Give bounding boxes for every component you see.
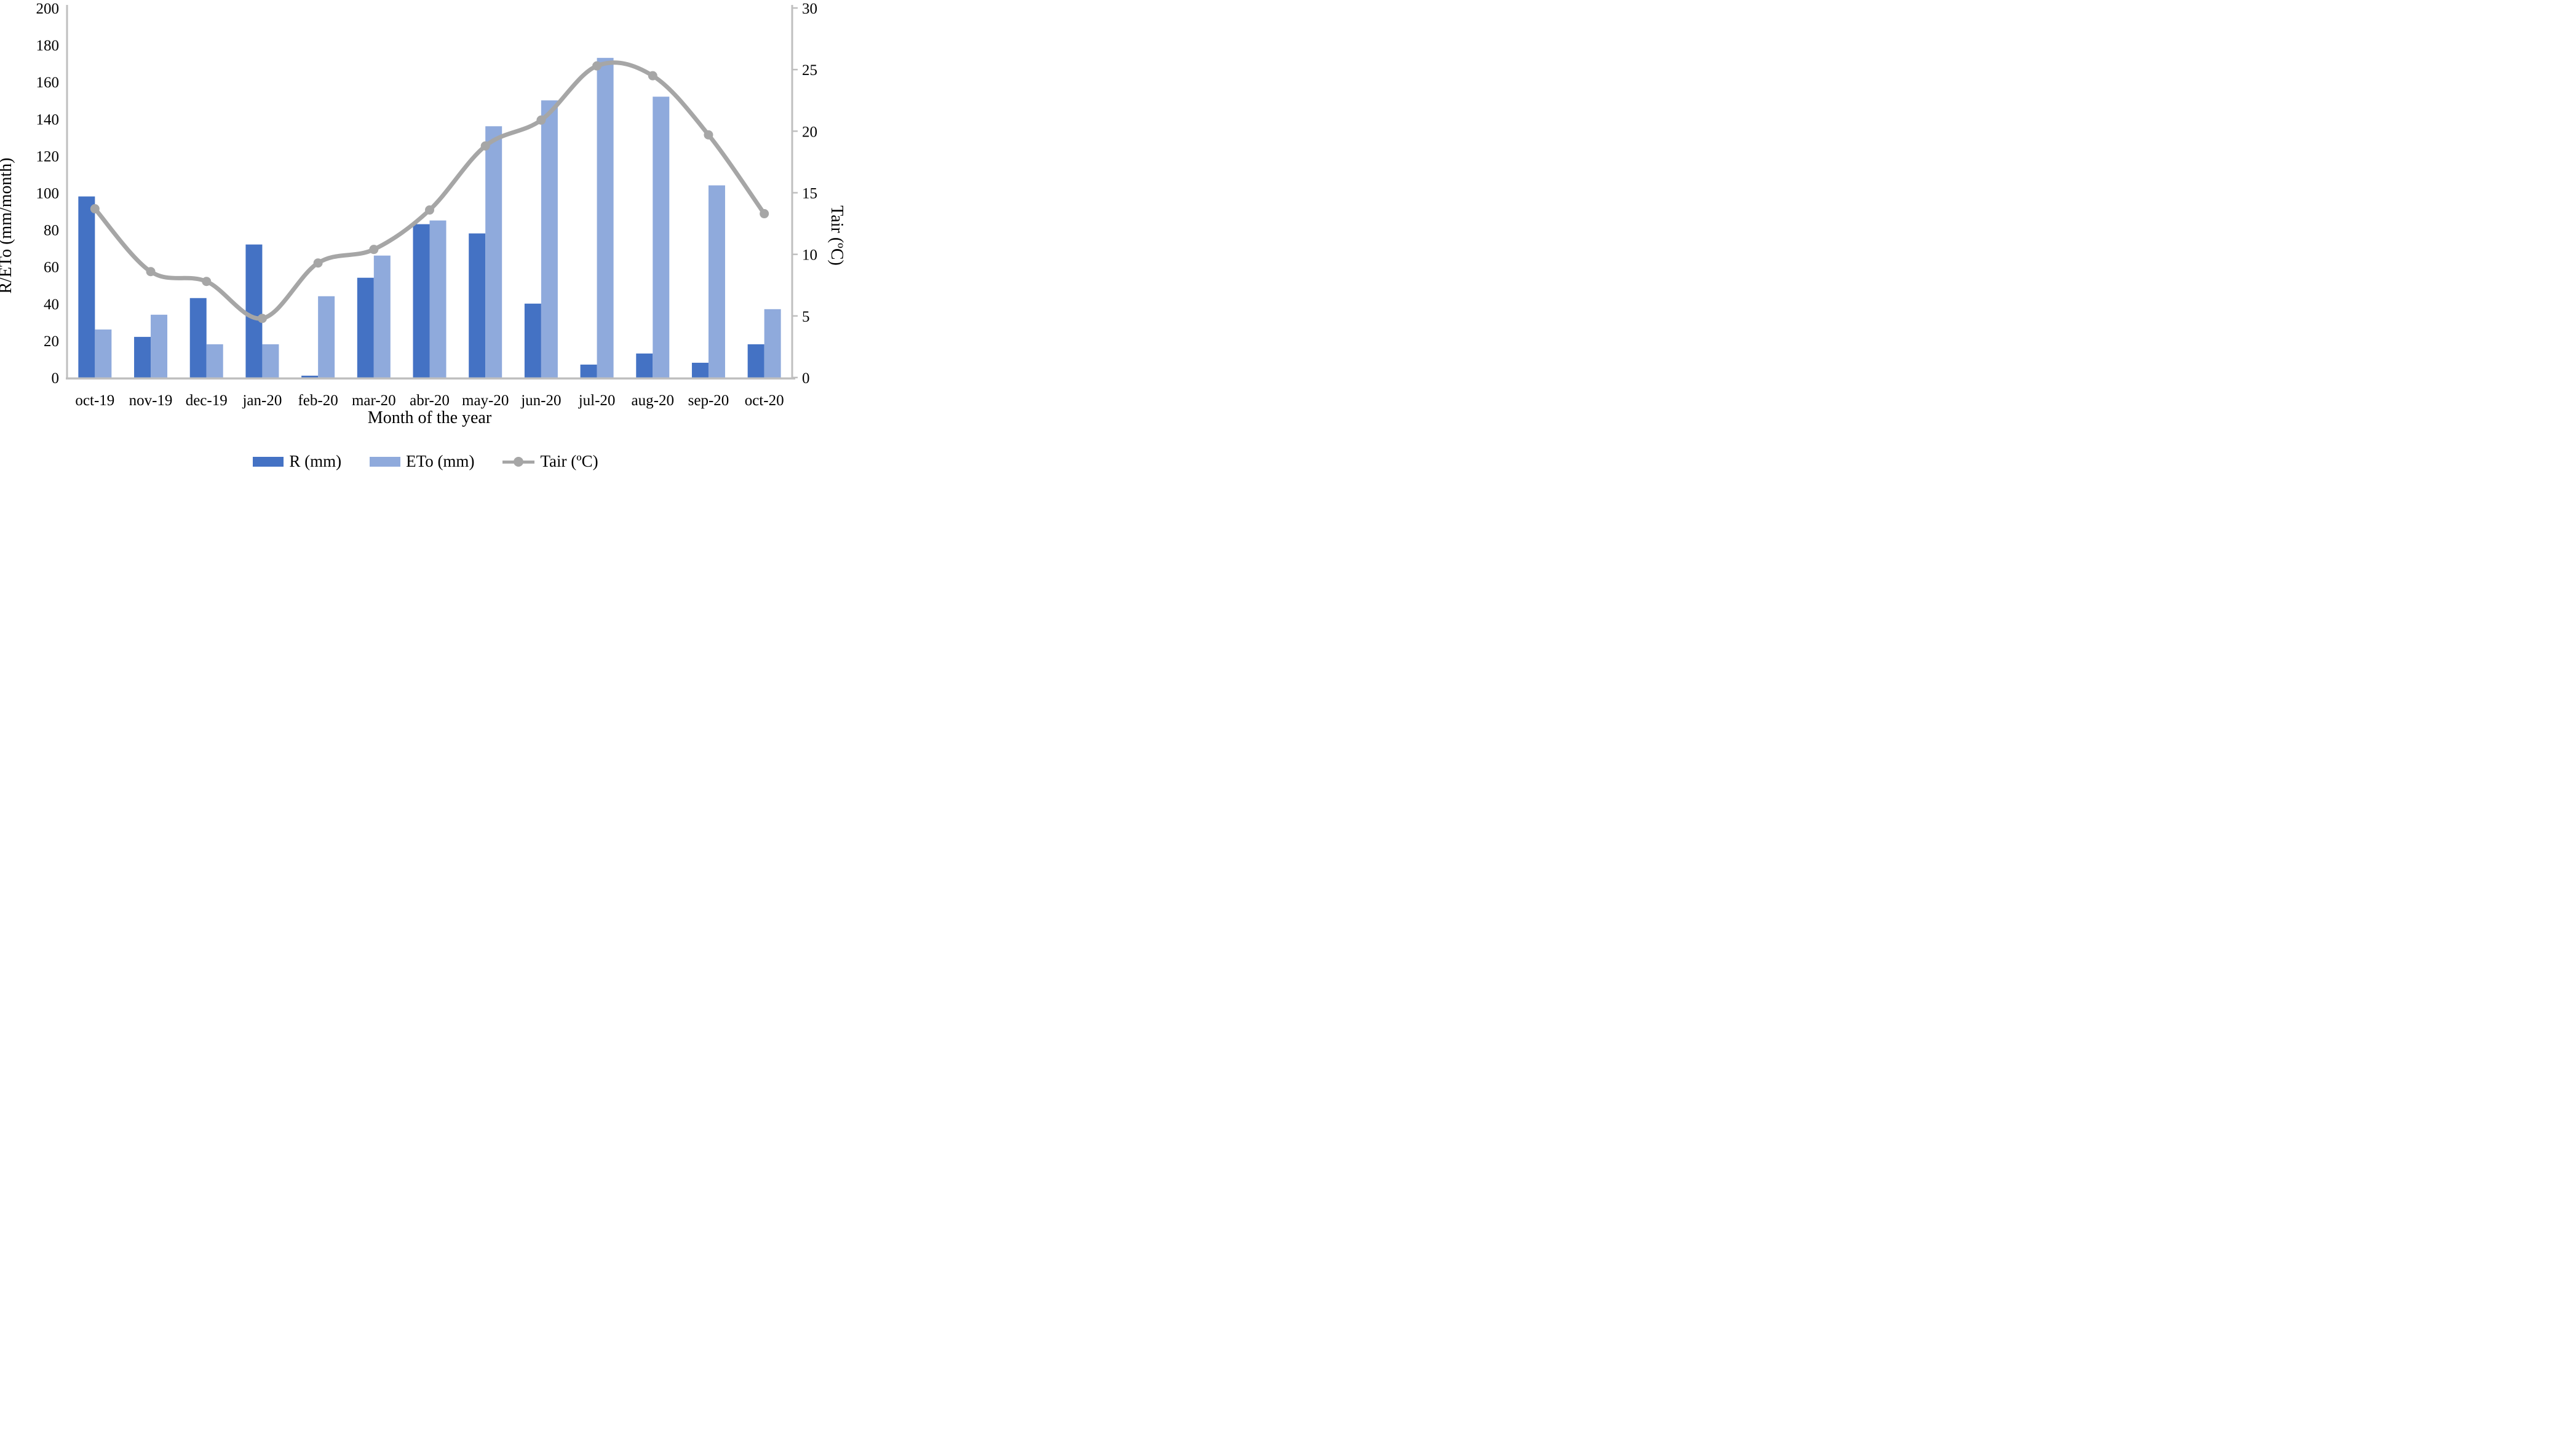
bar-r-oct-20 [747,344,764,378]
left-axis-tick-label-0: 0 [52,370,60,387]
bar-r-mar-20 [357,277,374,378]
legend-label-r: R (mm) [289,452,342,470]
x-axis-label-dec-19: dec-19 [186,392,228,409]
bar-eto-oct-19 [95,329,112,378]
bar-eto-dec-19 [206,344,223,378]
x-axis-title: Month of the year [367,408,492,427]
combo-chart-canvas: 0 20 40 60 80 100 120 140 160 180 200 0 5 10 15 20 25 30 o… [36,1,818,409]
eto-series-swatch [370,456,401,467]
tair-marker-aug-20 [648,71,657,81]
bar-eto-nov-19 [151,314,168,378]
bar-r-feb-20 [301,375,319,378]
right-axis-tick-label-10: 10 [802,247,817,264]
left-axis-tick-label-100: 100 [36,186,60,202]
left-axis-title: R/ETo (mm/month) [0,157,15,294]
x-axis-label-feb-20: feb-20 [298,392,338,409]
x-axis-label-oct-19: oct-19 [75,392,114,409]
bar-eto-oct-20 [764,309,781,378]
left-axis-tick-label-20: 20 [44,333,59,350]
bar-r-oct-19 [78,196,95,378]
left-axis-tick-label-180: 180 [36,38,60,54]
legend-item-r: R (mm) [253,452,341,471]
left-axis-tick-label-80: 80 [44,223,59,239]
bar-eto-aug-20 [653,97,670,378]
x-axis-label-jun-20: jun-20 [520,392,561,409]
left-axis-tick-label-160: 160 [36,74,60,91]
r-series-swatch [253,456,284,467]
bar-r-jan-20 [245,244,263,378]
tair-marker-sep-20 [704,130,713,140]
left-axis-tick-label-60: 60 [44,259,59,276]
x-axis-label-mar-20: mar-20 [352,392,396,409]
bar-r-jul-20 [580,364,597,378]
tair-marker-may-20 [480,141,490,151]
figure: 0 20 40 60 80 100 120 140 160 180 200 0 5 10 15 20 25 30 o… [0,0,851,486]
right-axis-tick-label-15: 15 [802,186,817,202]
bar-eto-may-20 [485,126,502,378]
bar-r-abr-20 [413,224,430,378]
legend-item-tair: Tair (ºC) [502,452,598,471]
right-axis-tick-label-0: 0 [802,370,810,387]
x-axis-label-jul-20: jul-20 [578,392,616,409]
legend-label-tair: Tair (ºC) [540,452,598,470]
left-axis-tick-label-140: 140 [36,111,60,128]
bar-eto-jan-20 [262,344,279,378]
tair-marker-glyph [514,456,524,467]
right-axis-tick-label-5: 5 [802,309,810,325]
x-axis-label-may-20: may-20 [462,392,509,409]
bar-r-jun-20 [524,303,541,378]
bar-r-sep-20 [691,362,709,378]
left-axis-tick-label-40: 40 [44,296,59,313]
bar-r-dec-19 [189,298,207,378]
tair-marker-jun-20 [536,115,546,125]
x-axis-label-nov-19: nov-19 [129,392,173,409]
chart-legend: R (mm) ETo (mm) Tair (ºC) [0,452,851,471]
right-axis-tick-label-25: 25 [802,62,817,79]
bar-eto-sep-20 [708,185,725,378]
bar-r-aug-20 [636,353,653,378]
bar-eto-jul-20 [597,58,614,378]
right-axis-title: Tair (ºC) [827,205,846,266]
tair-marker-nov-19 [146,267,156,277]
left-axis-tick-label-120: 120 [36,148,60,165]
tair-marker-oct-20 [760,209,769,219]
tair-marker-jul-20 [592,61,602,71]
right-axis-tick-label-30: 30 [802,1,817,17]
bar-r-may-20 [469,233,486,378]
x-axis-label-aug-20: aug-20 [632,392,674,409]
tair-marker-dec-19 [202,277,212,287]
left-axis-tick-label-200: 200 [36,1,60,17]
x-axis-label-oct-20: oct-20 [745,392,784,409]
x-axis-label-sep-20: sep-20 [688,392,729,409]
x-axis-label-jan-20: jan-20 [242,392,282,409]
right-axis-tick-label-20: 20 [802,124,817,140]
tair-marker-feb-20 [313,258,323,268]
bar-r-nov-19 [134,336,151,378]
legend-label-eto: ETo (mm) [406,452,475,470]
bar-eto-abr-20 [429,220,447,378]
bar-eto-feb-20 [318,296,335,378]
tair-series-swatch [502,456,535,467]
tair-marker-jan-20 [257,314,267,323]
tair-marker-mar-20 [369,245,379,255]
bar-eto-mar-20 [373,255,391,378]
tair-marker-abr-20 [425,205,434,215]
legend-item-eto: ETo (mm) [370,452,474,471]
x-axis-label-abr-20: abr-20 [410,392,450,409]
tair-marker-oct-19 [90,204,100,214]
bar-eto-jun-20 [541,100,558,378]
